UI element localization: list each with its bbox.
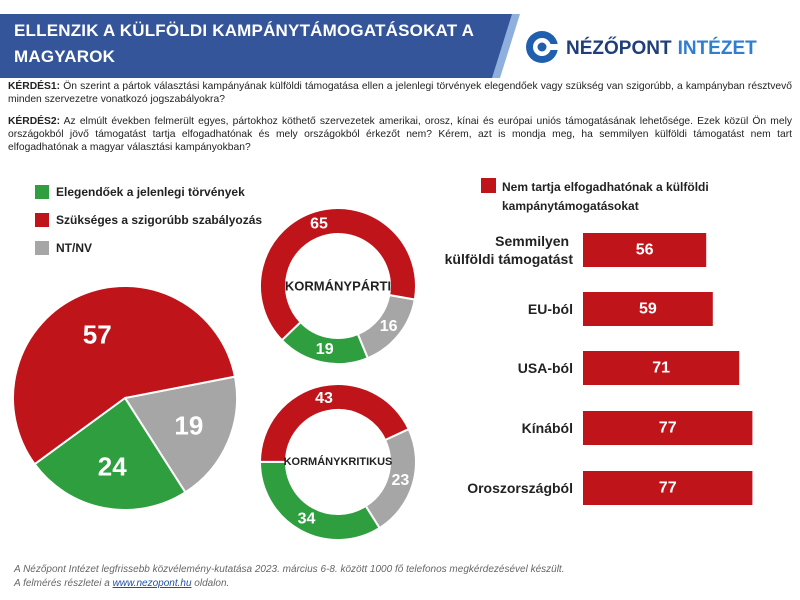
y-tick-label-line: külföldi támogatást [445, 251, 574, 267]
banner [0, 14, 512, 78]
footer-text: A felmérés részletei a [14, 578, 110, 589]
link[interactable]: www.nezopont.hu [112, 578, 192, 589]
data-label: 34 [298, 510, 316, 527]
footer-text: A felmérés részletei a www.nezopont.hu o… [14, 577, 564, 591]
y-tick-label: Kínából [522, 420, 573, 436]
y-tick-label: Oroszországból [467, 480, 573, 496]
legend-swatch [35, 213, 49, 227]
data-label: 77 [659, 480, 677, 497]
bar [583, 411, 753, 445]
y-tick-label: USA-ból [518, 360, 573, 376]
slice [123, 375, 238, 494]
legend-swatch [481, 178, 496, 193]
question: KÉRDÉS2: Az elmúlt években felmerült egy… [8, 115, 792, 154]
logo-icon [537, 42, 547, 52]
legend-text: Elegendőek a jelenlegi törvények [56, 185, 245, 199]
data-label: 59 [639, 301, 657, 318]
data-label: 56 [636, 242, 654, 259]
logo-text: NÉZŐPONT INTÉZET [566, 37, 757, 59]
bar [583, 292, 713, 326]
bar [583, 233, 707, 267]
legend-text: Nem tartja elfogadhatónak a külföldi kam… [502, 180, 709, 213]
donut-title-bg [290, 450, 386, 474]
donut-title: KORMÁNYKRITIKUS [284, 455, 393, 468]
y-tick-label: Semmilyen külföldi támogatást [445, 233, 574, 267]
title: ELLENZIK A KÜLFÖLDI KAMPÁNYTÁMOGATÁSOKAT… [14, 21, 474, 66]
data-label: 77 [659, 420, 677, 437]
bar [583, 351, 740, 385]
data-label: 65 [310, 215, 328, 232]
legend-text: NT/NV [56, 241, 92, 255]
charts: 19 24 57 Elegendőek a jelenlegi törvények Sz… [12, 178, 753, 541]
legend-swatch [35, 185, 49, 199]
question-text: Ön szerint a pártok választási kampányán… [8, 81, 792, 105]
data-label: 23 [391, 472, 409, 489]
y-tick-label: EU-ból [528, 301, 573, 317]
logo-accent: INTÉZET [678, 37, 758, 59]
donut-title-bg [290, 274, 386, 298]
y-tick-label-line: Semmilyen [495, 233, 573, 249]
slice [12, 285, 237, 466]
legend-text: Szükséges a szigorúbb szabályozás [56, 213, 262, 227]
donut-title: KORMÁNYPÁRTI [285, 279, 391, 294]
question: KÉRDÉS1: Ön szerint a pártok választási … [8, 80, 792, 106]
data-label: 16 [380, 318, 398, 335]
legend-swatch [35, 241, 49, 255]
slice [259, 207, 417, 342]
slice [33, 396, 187, 511]
logo-main: NÉZŐPONT [566, 37, 672, 59]
data-label: 24 [98, 451, 127, 481]
slice [258, 383, 411, 463]
data-label: 43 [315, 390, 333, 407]
bar [583, 471, 753, 505]
question-text: Az elmúlt években felmerült egyes, párto… [8, 116, 792, 153]
footer-text: A Nézőpont Intézet legfrissebb közvélemé… [14, 564, 565, 575]
logo: NÉZŐPONT INTÉZET [526, 31, 757, 63]
question-label: KÉRDÉS1: [8, 81, 61, 92]
logo-icon [548, 44, 560, 50]
data-label: 19 [174, 410, 203, 440]
question-label: KÉRDÉS2: [8, 116, 61, 127]
footer: A Nézőpont Intézet legfrissebb közvélemé… [14, 563, 564, 591]
data-label: 57 [83, 319, 112, 349]
data-label: 71 [652, 360, 670, 377]
footer-text: oldalon. [194, 578, 230, 589]
data-label: 19 [316, 341, 334, 358]
